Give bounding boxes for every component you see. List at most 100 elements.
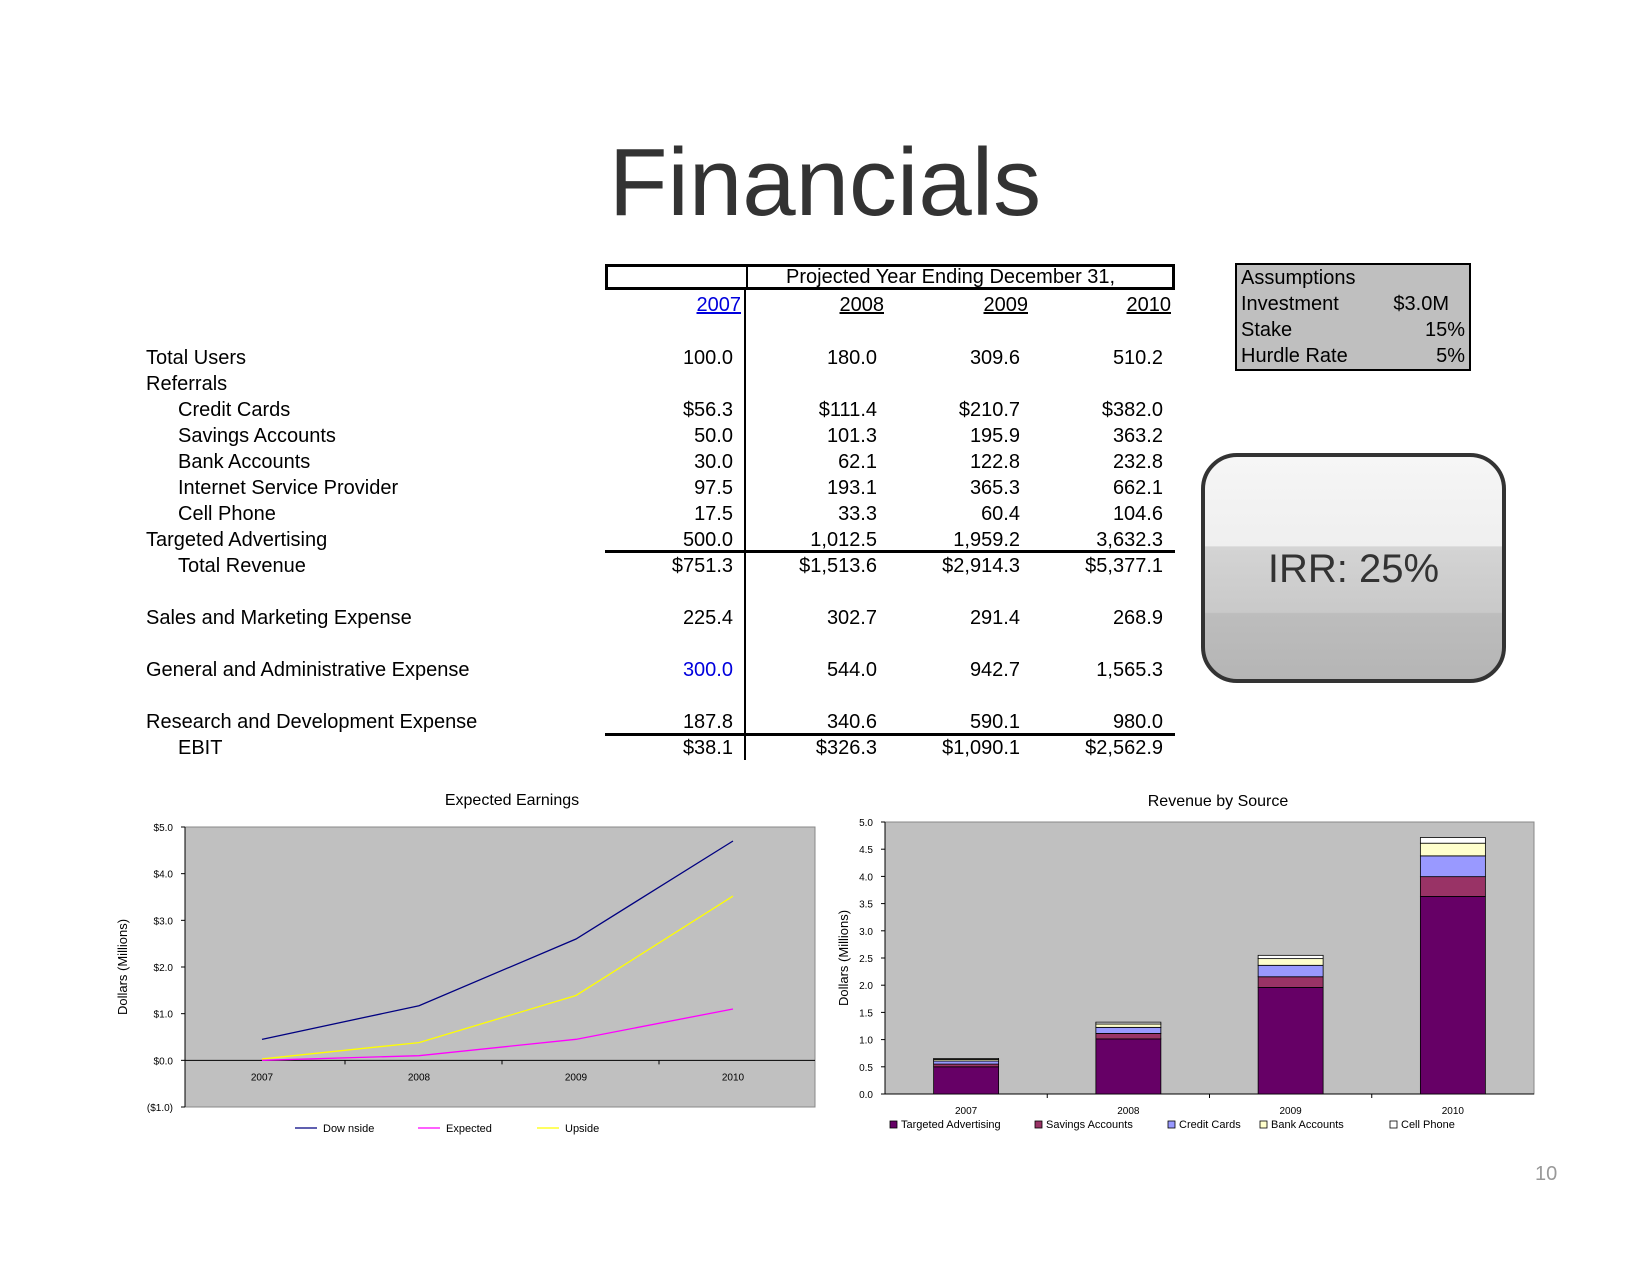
y-tick-label: 0.0 — [859, 1090, 873, 1101]
row-value: $1,090.1 — [942, 737, 1020, 759]
row-value: $382.0 — [1101, 399, 1163, 421]
legend-swatch — [1167, 1120, 1176, 1129]
row-value: 33.3 — [838, 503, 877, 525]
x-tick-label: 2009 — [565, 1072, 588, 1083]
row-value: 510.2 — [1112, 347, 1163, 369]
bar-segment — [1257, 954, 1324, 960]
row-value: 180.0 — [826, 347, 877, 369]
row-value: 291.4 — [969, 607, 1020, 629]
x-tick-label: 2010 — [1442, 1106, 1465, 1117]
assumption-label: Hurdle Rate — [1241, 345, 1348, 367]
x-tick-label: 2007 — [955, 1106, 978, 1117]
row-value: 30.0 — [694, 451, 733, 473]
y-tick-label: $0.0 — [154, 1056, 174, 1067]
row-label: EBIT — [178, 737, 223, 759]
bar-segment — [933, 1066, 1000, 1095]
row-label: Total Users — [146, 347, 247, 369]
row-value: $56.3 — [682, 399, 733, 421]
page-number: 10 — [1535, 1163, 1558, 1185]
y-tick-label: $4.0 — [154, 870, 174, 881]
row-value: 268.9 — [1112, 607, 1163, 629]
y-tick-label: 2.0 — [859, 981, 873, 992]
row-value: $38.1 — [682, 737, 733, 759]
table-header-box: Projected Year Ending December 31, — [605, 264, 1175, 290]
row-value: 942.7 — [969, 659, 1020, 681]
table-header: Projected Year Ending December 31, — [786, 266, 1116, 288]
bar-segment — [1095, 1023, 1162, 1028]
year-header-2010: 2010 — [1126, 294, 1172, 316]
row-value: $210.7 — [958, 399, 1020, 421]
bar-segment — [1257, 976, 1324, 988]
row-value: 662.1 — [1112, 477, 1163, 499]
financials-table: Projected Year Ending December 31, 2007 … — [0, 0, 1200, 780]
row-label: Targeted Advertising — [146, 529, 328, 551]
row-label: Research and Development Expense — [146, 711, 478, 733]
row-value: 309.6 — [969, 347, 1020, 369]
row-value: 62.1 — [838, 451, 877, 473]
column-divider — [744, 290, 746, 760]
year-header-2008: 2008 — [839, 294, 885, 316]
row-value: 590.1 — [969, 711, 1020, 733]
expected-earnings-chart: Expected Earnings ($1.0) $0.0 $1.0 $2.0 $3.0 $… — [115, 792, 816, 1135]
row-value: 544.0 — [826, 659, 877, 681]
row-label: Sales and Marketing Expense — [146, 607, 412, 629]
row-value: 300.0 — [682, 659, 733, 681]
assumption-value: 15% — [1424, 319, 1465, 341]
x-tick-label: 2008 — [1117, 1106, 1140, 1117]
row-label: Referrals — [146, 373, 228, 395]
legend-swatch — [1389, 1120, 1398, 1129]
series-line — [261, 840, 734, 1040]
row-value: 340.6 — [826, 711, 877, 733]
y-tick-label: $1.0 — [154, 1010, 174, 1021]
row-value: 50.0 — [694, 425, 733, 447]
y-tick-label: 5.0 — [859, 818, 873, 829]
y-tick-label: 4.5 — [859, 845, 873, 856]
bar-segment — [1257, 987, 1324, 1095]
assumptions-box: Assumptions Investment $3.0M Stake 15% H… — [1235, 263, 1471, 371]
y-tick-label: 1.5 — [859, 1008, 873, 1019]
row-value: 122.8 — [969, 451, 1020, 473]
legend-label: Savings Accounts — [1046, 1119, 1133, 1131]
y-tick-label: $5.0 — [154, 823, 174, 834]
row-value: $326.3 — [815, 737, 877, 759]
y-tick-label: 4.0 — [859, 872, 873, 883]
y-tick-label: 3.5 — [859, 900, 873, 911]
bar-segment — [1095, 1026, 1162, 1034]
assumption-row: Stake 15% — [1241, 317, 1465, 343]
series-line — [261, 1008, 734, 1061]
row-value: $1,513.6 — [799, 555, 877, 577]
legend-swatch — [1034, 1120, 1043, 1129]
row-value: 60.4 — [981, 503, 1020, 525]
chart-title: Expected Earnings — [445, 792, 579, 809]
y-tick-label: 3.0 — [859, 927, 873, 938]
bar-segment — [933, 1058, 1000, 1060]
row-value: 104.6 — [1112, 503, 1163, 525]
row-value: 1,565.3 — [1096, 659, 1163, 681]
ebit-rule — [605, 733, 1175, 736]
bar-segment — [1257, 958, 1324, 966]
y-tick-label: $2.0 — [154, 963, 174, 974]
header-divider — [746, 267, 748, 287]
bar-segment — [1419, 837, 1486, 844]
legend-swatch — [1259, 1120, 1268, 1129]
row-value: 97.5 — [694, 477, 733, 499]
row-label: Internet Service Provider — [178, 477, 399, 499]
legend-label: Dow nside — [323, 1123, 374, 1135]
revenue-by-source-chart: Revenue by Source 0.0 0.5 1.0 1.5 2.0 2.5 3.0 3.… — [836, 793, 1535, 1131]
row-value: $2,562.9 — [1085, 737, 1163, 759]
y-axis-label: Dollars (Millions) — [115, 919, 130, 1015]
legend-label: Credit Cards — [1179, 1119, 1241, 1131]
assumption-value: 5% — [1436, 345, 1465, 367]
assumption-row: Investment $3.0M — [1241, 291, 1465, 317]
row-value: 363.2 — [1112, 425, 1163, 447]
y-tick-label: 1.0 — [859, 1036, 873, 1047]
row-value: 225.4 — [682, 607, 733, 629]
x-tick-label: 2010 — [722, 1072, 745, 1083]
row-value: 17.5 — [694, 503, 733, 525]
assumption-value: $3.0M — [1393, 293, 1449, 315]
bar-segment — [1419, 896, 1486, 1095]
row-label: Bank Accounts — [178, 451, 311, 473]
row-value: 500.0 — [682, 529, 733, 551]
bar-segment — [933, 1060, 1000, 1065]
row-label: Cell Phone — [178, 503, 276, 525]
